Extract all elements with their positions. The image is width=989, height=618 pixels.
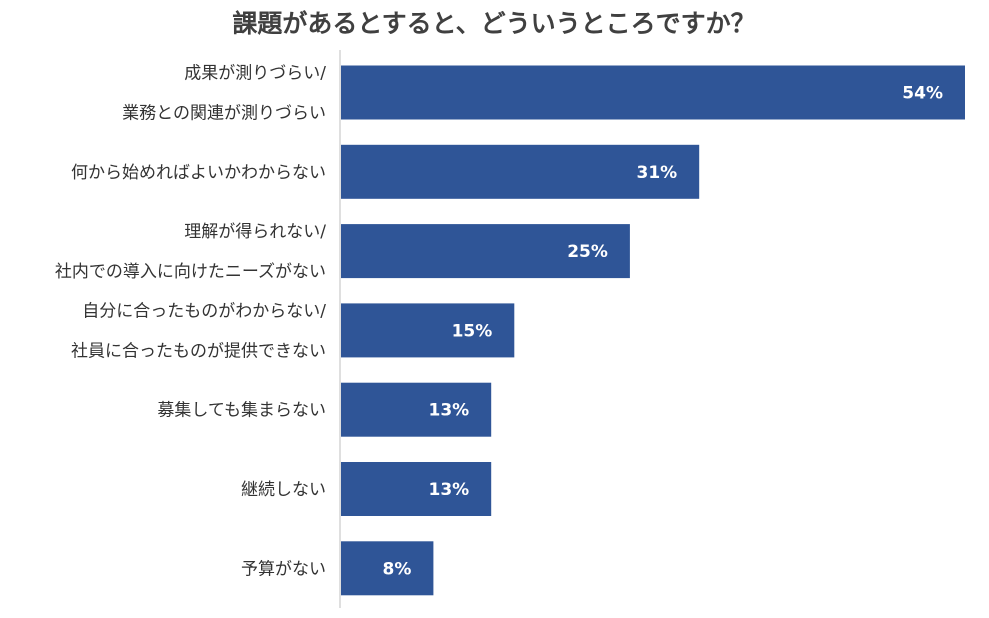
category-label-3-line-1: 社員に合ったものが提供できない [71,341,326,361]
category-label-2-line-0: 理解が得られない/ [184,222,326,242]
chart-title: 課題があるとすると、どういうところですか？ [232,9,755,38]
bar-2 [341,224,630,279]
data-label-4: 13% [428,401,469,421]
data-label-0: 54% [902,84,943,104]
data-label-5: 13% [428,480,469,500]
bar-5 [341,462,492,516]
bar-1 [341,144,700,199]
data-label-3: 15% [452,321,493,341]
category-label-0-line-0: 成果が測りづらい/ [184,64,326,84]
category-labels-layer: 成果が測りづらい/業務との関連が測りづらい何から始めればよいかわからない理解が得… [55,64,326,580]
category-label-3-line-0: 自分に合ったものがわからない/ [82,301,326,321]
category-label-1-line-0: 何から始めればよいかわからない [71,163,326,183]
data-label-6: 8% [383,559,412,579]
category-label-0-line-1: 業務との関連が測りづらい [122,104,326,124]
category-label-2-line-1: 社内での導入に向けたニーズがない [55,262,326,282]
data-label-2: 25% [567,242,608,262]
bar-4 [341,382,492,437]
bar-3 [341,303,515,358]
category-label-4-line-0: 募集しても集まらない [157,401,326,421]
bar-6 [341,541,434,596]
category-label-5-line-0: 継続しない [241,480,326,500]
data-label-1: 31% [636,163,677,183]
bar-0 [341,65,965,120]
bars-layer: 54% 31% 25% 15% 13% 13% 8% [341,65,965,596]
category-label-6-line-0: 予算がない [241,559,326,579]
